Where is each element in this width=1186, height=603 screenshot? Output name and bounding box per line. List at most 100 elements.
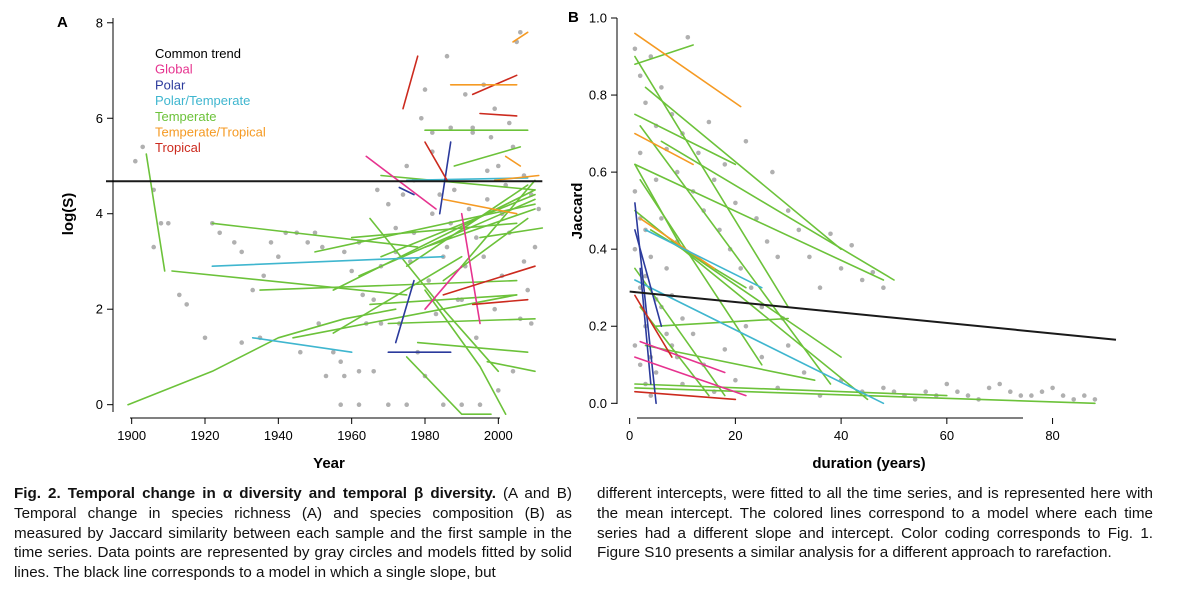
a-data-point — [430, 130, 435, 135]
a-x-tick-label: 1940 — [264, 428, 293, 443]
a-x-tick-label: 1900 — [117, 428, 146, 443]
a-data-point — [496, 388, 501, 393]
b-data-point — [759, 354, 765, 360]
a-y-tick-label: 4 — [96, 206, 103, 221]
a-series-line — [394, 279, 415, 344]
b-data-point — [637, 73, 643, 79]
b-data-point — [653, 370, 659, 375]
a-data-point — [488, 135, 494, 140]
a-data-point — [492, 306, 498, 312]
a-series-line — [442, 265, 536, 296]
b-series-line — [634, 44, 694, 65]
a-data-point — [133, 158, 138, 164]
panel-label-b: B — [568, 9, 579, 26]
b-x-label: duration (years) — [812, 455, 925, 472]
a-data-point — [177, 292, 182, 298]
b-y-tick-label: 1.0 — [589, 11, 607, 26]
b-data-point — [1029, 393, 1034, 398]
a-data-point — [474, 235, 479, 240]
b-y-ticks: 0.0 0.2 0.4 0.6 0.8 1.0 — [589, 11, 617, 411]
caption-body-left: (A and B) Temporal change in species ric… — [14, 485, 572, 582]
a-data-point — [375, 187, 380, 193]
a-data-point — [393, 225, 399, 231]
b-data-point — [1082, 393, 1087, 398]
legend-entry-temperate-tropical: Temperate/Tropical — [155, 125, 266, 140]
a-series-line — [380, 193, 536, 258]
a-data-point — [459, 402, 465, 408]
a-data-point — [518, 30, 523, 35]
b-data-point — [690, 331, 696, 337]
a-data-point — [536, 206, 541, 212]
a-data-point — [378, 321, 384, 326]
a-data-point — [166, 221, 171, 226]
b-data-point — [955, 389, 960, 395]
a-data-point — [510, 369, 516, 374]
a-data-point — [448, 125, 454, 131]
a-data-point — [239, 249, 244, 255]
b-data-point — [659, 85, 664, 90]
b-data-point — [738, 266, 743, 271]
a-series-line — [398, 186, 415, 196]
legend-entry-temperate: Temperate — [155, 109, 216, 124]
a-x-tick-label: 1980 — [411, 428, 440, 443]
a-data-point — [507, 120, 512, 126]
b-series-line — [644, 86, 842, 250]
b-series-line — [671, 240, 842, 358]
b-data-point — [680, 316, 685, 321]
legend-entry-polar-temperate: Polar/Temperate — [155, 93, 250, 108]
b-data-point — [759, 304, 765, 310]
b-data-point — [733, 377, 738, 383]
b-data-point — [770, 169, 775, 175]
a-data-point — [360, 292, 366, 298]
caption-body-right: different intercepts, were fitted to all… — [597, 485, 1153, 562]
figure: A 0 2 4 6 8 1900 1920 1940 1960 1980 2000 Year lo… — [57, 9, 1117, 472]
b-y-label: Jaccard — [569, 183, 586, 240]
a-data-point — [320, 244, 325, 250]
b-data-point — [648, 254, 654, 260]
a-data-point — [316, 321, 322, 326]
b-data-point — [870, 270, 876, 275]
a-series-line — [402, 55, 419, 110]
a-data-point — [470, 125, 476, 131]
b-axes: 0.0 0.2 0.4 0.6 0.8 1.0 0 20 40 60 80 — [589, 11, 1060, 444]
a-series-line — [251, 336, 353, 354]
a-y-label: log(S) — [60, 193, 77, 236]
b-y-tick-label: 0.2 — [589, 319, 607, 334]
a-data-point — [529, 321, 534, 326]
a-data-point — [158, 221, 164, 226]
a-series-line — [493, 174, 540, 182]
b-data-point — [722, 347, 728, 352]
a-series-line — [292, 294, 518, 339]
b-common-trend-line — [629, 290, 1117, 341]
b-data-point — [632, 246, 638, 252]
a-data-point — [496, 163, 501, 169]
a-data-point — [477, 402, 483, 408]
b-series-line — [644, 344, 816, 382]
a-series-line — [504, 155, 522, 167]
a-data-point — [184, 302, 189, 307]
a-series-line — [479, 112, 518, 117]
a-data-point — [470, 130, 476, 135]
caption-left: Fig. 2. Temporal change in α diversity a… — [14, 484, 572, 583]
a-data-point — [466, 206, 472, 212]
a-data-point — [250, 287, 255, 293]
a-data-point — [422, 87, 428, 92]
a-series-line — [211, 222, 419, 248]
a-data-point — [400, 192, 406, 197]
panel-label-a: A — [57, 14, 68, 31]
b-y-tick-label: 0.8 — [589, 88, 607, 103]
b-series-line — [639, 125, 832, 385]
b-data-point — [648, 54, 654, 59]
a-series-line — [387, 317, 536, 325]
b-data-point — [743, 323, 749, 329]
b-data-point — [923, 389, 928, 395]
a-data-point — [356, 402, 362, 408]
b-data-point — [743, 139, 749, 144]
a-data-point — [441, 402, 446, 408]
a-data-point — [140, 144, 145, 150]
b-series-line — [634, 163, 885, 281]
b-data-point — [696, 150, 701, 156]
b-data-point — [881, 385, 886, 391]
b-series-line — [634, 356, 747, 397]
a-data-point — [151, 244, 156, 250]
